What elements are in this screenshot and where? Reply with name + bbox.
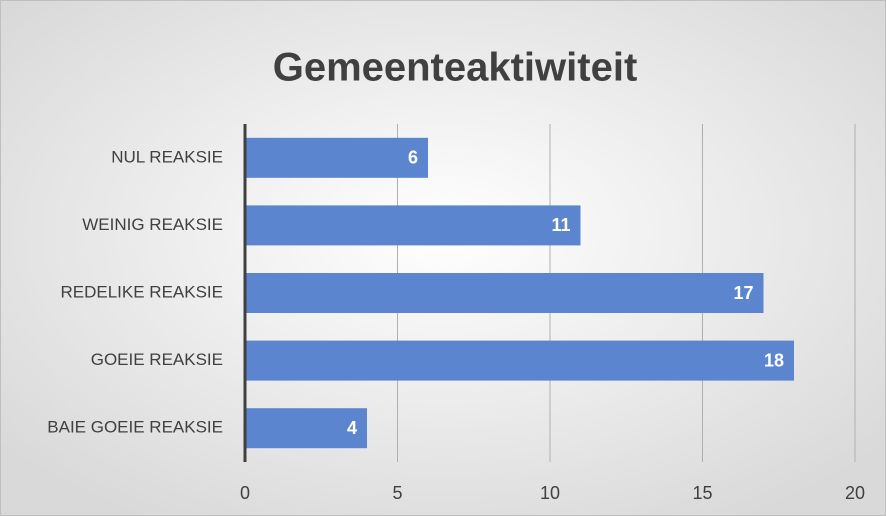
- bar: [245, 408, 367, 449]
- data-label: 17: [733, 283, 753, 303]
- y-tick-label: GOEIE REAKSIE: [91, 350, 223, 369]
- bar: [245, 340, 794, 381]
- x-tick-label: 20: [845, 483, 865, 503]
- x-tick-label: 10: [540, 483, 560, 503]
- y-tick-label: REDELIKE REAKSIE: [60, 282, 223, 301]
- x-tick-label: 15: [692, 483, 712, 503]
- y-tick-label: BAIE GOEIE REAKSIE: [47, 418, 223, 437]
- x-tick-label: 5: [392, 483, 402, 503]
- x-tick-label: 0: [240, 483, 250, 503]
- data-label: 4: [347, 418, 357, 438]
- bar: [245, 273, 764, 313]
- data-label: 11: [551, 215, 570, 235]
- bar: [245, 137, 428, 178]
- chart-title: Gemeenteaktiwiteit: [273, 46, 638, 90]
- y-tick-label: NUL REAKSIE: [111, 147, 223, 166]
- y-tick-label: WEINIG REAKSIE: [82, 215, 223, 234]
- data-label: 18: [764, 350, 784, 370]
- data-label: 6: [408, 148, 418, 168]
- bar: [245, 205, 581, 246]
